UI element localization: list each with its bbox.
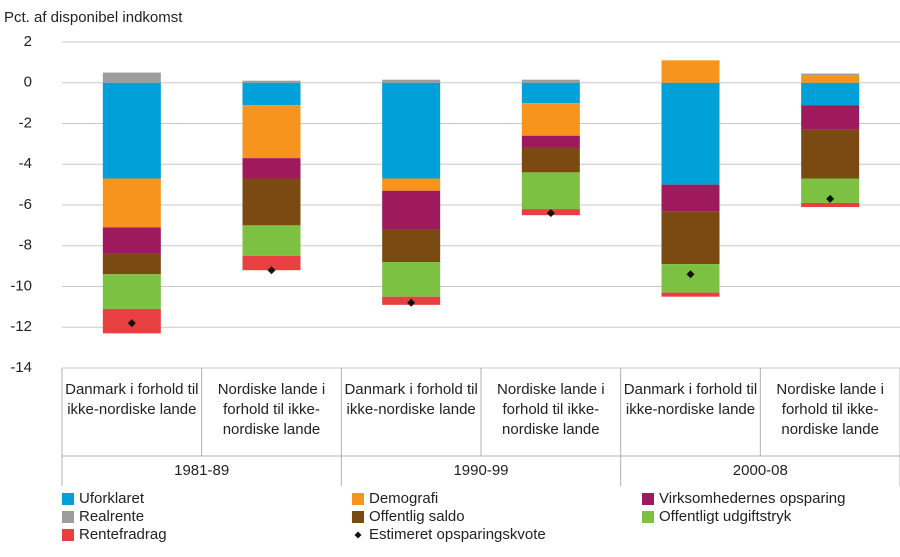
y-tick-label: -12 (10, 318, 32, 335)
bar-segment (242, 82, 301, 106)
bar-segment (661, 82, 720, 185)
legend-label: Realrente (79, 508, 144, 525)
bar-segment (382, 178, 441, 191)
legend-label: Demografi (369, 490, 438, 507)
bar-segment (102, 82, 161, 179)
bar-segment (661, 60, 720, 83)
x-tick-label: Nordiske lande i forhold til ikke-nordis… (776, 381, 884, 438)
bar-segment (801, 202, 860, 208)
marker (127, 319, 136, 328)
bar-segment (521, 79, 580, 83)
bar-segment (102, 178, 161, 228)
bar-segment (801, 73, 860, 76)
bar-segment (521, 172, 580, 210)
group-label: 2000-08 (733, 462, 788, 479)
legend-label: Offentlig saldo (369, 508, 465, 525)
y-tick-label: 2 (24, 33, 32, 50)
bar-segment (382, 79, 441, 83)
bar-segment (242, 105, 301, 159)
legend-label: Uforklaret (79, 490, 145, 507)
bar-segment (521, 103, 580, 136)
bar-segment (242, 178, 301, 226)
bar-segment (801, 82, 860, 106)
bar-segment (102, 227, 161, 254)
legend-swatch (62, 511, 74, 523)
bar-segment (102, 253, 161, 275)
x-tick-label: Danmark i forhold til ikke-nordiske land… (65, 381, 199, 418)
y-tick-label: -14 (10, 359, 32, 376)
bar-segment (801, 129, 860, 179)
legend-swatch (352, 493, 364, 505)
legend-swatch (62, 493, 74, 505)
bar-segment (382, 82, 441, 179)
bar-segment (661, 264, 720, 293)
y-tick-label: -2 (19, 114, 32, 131)
bar-segment (242, 225, 301, 256)
x-tick-label: Nordiske lande i forhold til ikke-nordis… (217, 381, 326, 438)
bar-segment (382, 229, 441, 263)
x-tick-label: Danmark i forhold til ikke-nordiske land… (344, 381, 478, 418)
group-label: 1990-99 (453, 462, 508, 479)
legend-label: Offentligt udgiftstryk (659, 508, 792, 525)
bar-segment (102, 274, 161, 309)
bar-segment (801, 105, 860, 130)
legend-swatch (642, 511, 654, 523)
bar-segment (661, 184, 720, 212)
marker (826, 194, 835, 203)
x-tick-label: Nordiske lande i forhold til ikke-nordis… (497, 381, 605, 438)
bar-segment (382, 262, 441, 297)
legend-swatch (62, 529, 74, 541)
marker (267, 266, 276, 275)
legend-label: Virksomhedernes opsparing (659, 490, 846, 507)
bar-segment (242, 255, 301, 271)
group-label: 1981-89 (174, 462, 229, 479)
legend-swatch (642, 493, 654, 505)
y-tick-label: 0 (24, 74, 32, 91)
bar-segment (521, 147, 580, 173)
marker (546, 209, 555, 218)
bar-segment (242, 158, 301, 179)
y-tick-label: -6 (19, 196, 32, 213)
bar-segment (801, 75, 860, 83)
bar-segment (661, 211, 720, 265)
bar-segment (242, 80, 301, 83)
y-tick-label: -4 (19, 155, 32, 172)
marker (407, 298, 416, 307)
bar-segment (102, 72, 161, 83)
axis-title: Pct. af disponibel indkomst (4, 9, 183, 26)
marker (686, 270, 695, 279)
y-tick-label: -10 (10, 277, 32, 294)
y-tick-label: -8 (19, 237, 32, 254)
bar-segment (521, 135, 580, 148)
x-tick-label: Danmark i forhold til ikke-nordiske land… (623, 381, 758, 418)
bar-segment (521, 82, 580, 104)
legend-swatch (352, 511, 364, 523)
bar-segment (382, 190, 441, 230)
legend-marker (354, 531, 362, 539)
legend-label: Estimeret opsparingskvote (369, 526, 546, 543)
legend-label: Rentefradrag (79, 526, 167, 543)
bar-segment (661, 292, 720, 297)
